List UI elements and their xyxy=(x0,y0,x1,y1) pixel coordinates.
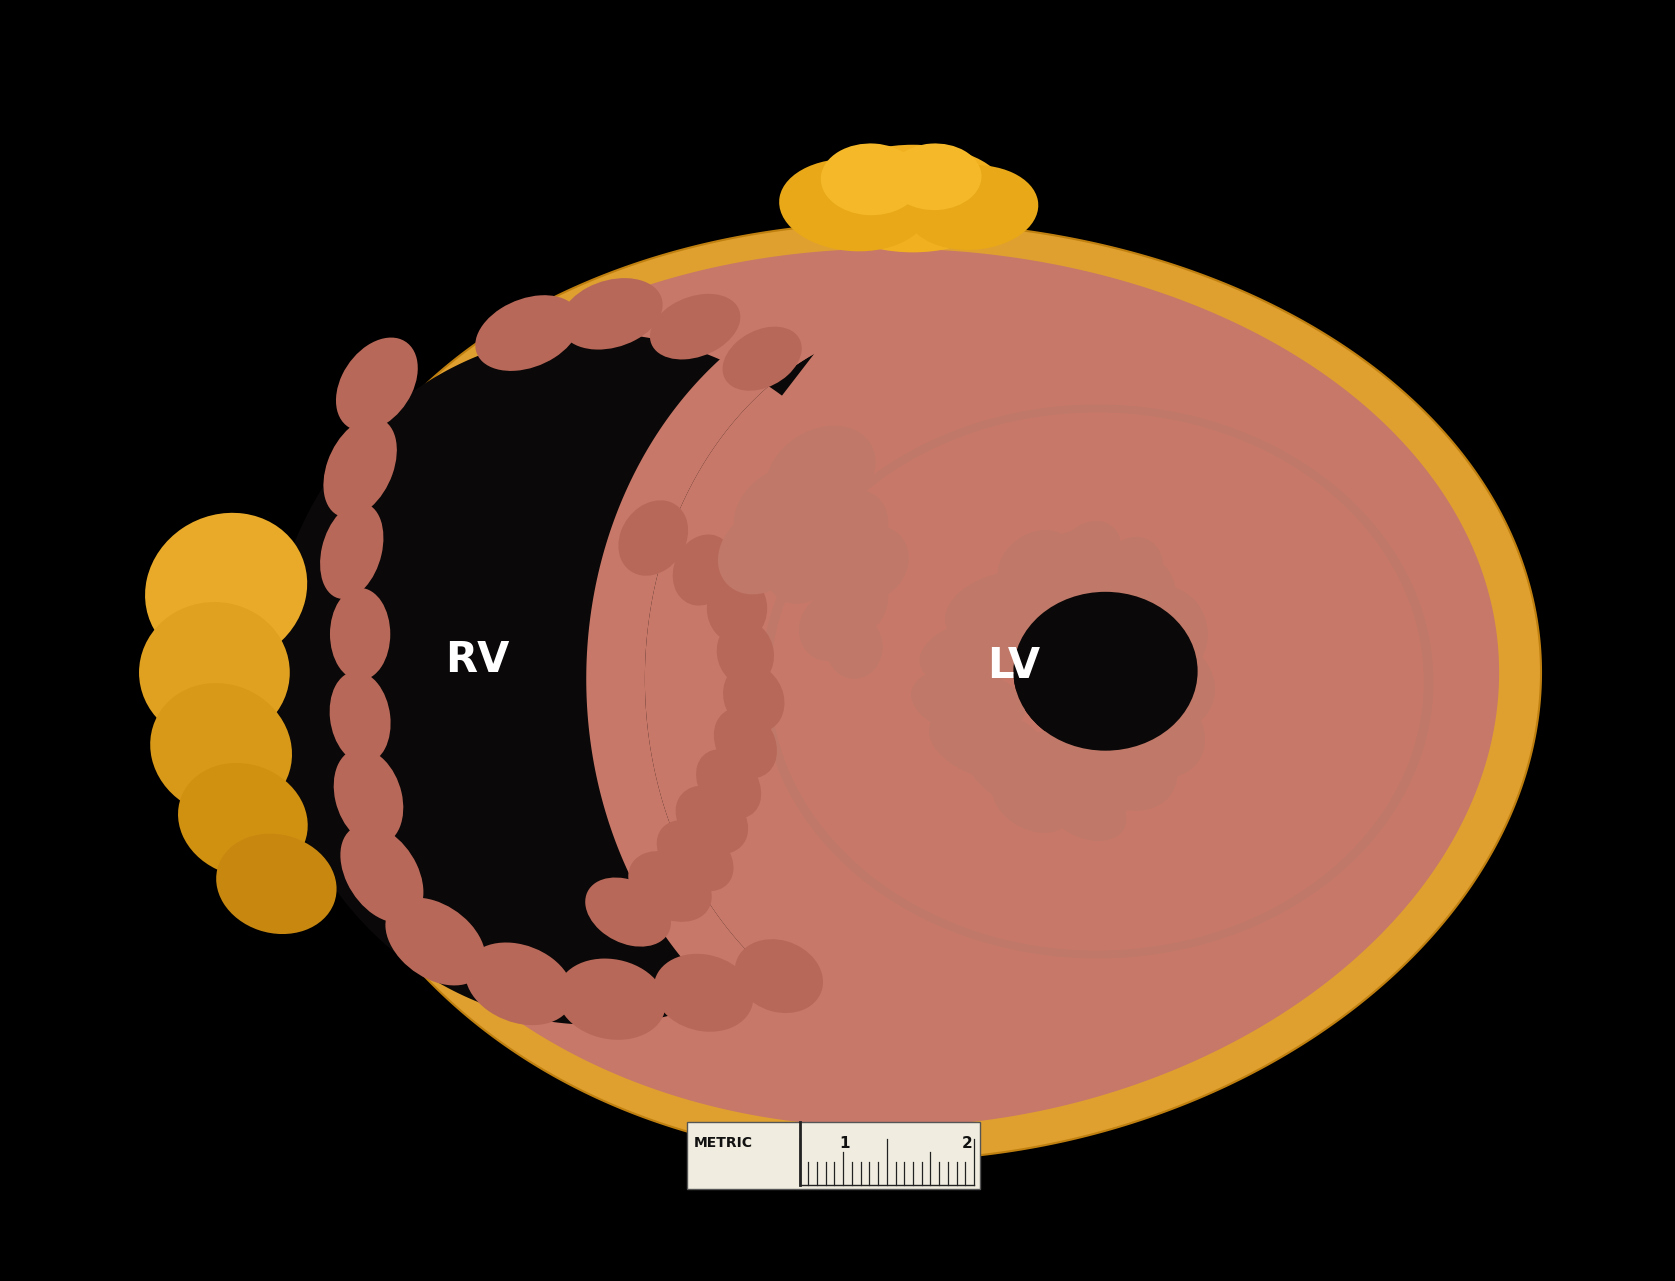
Ellipse shape xyxy=(1121,639,1214,731)
Ellipse shape xyxy=(1045,779,1126,840)
Ellipse shape xyxy=(1102,537,1162,603)
Ellipse shape xyxy=(714,708,777,778)
Ellipse shape xyxy=(722,327,802,391)
Ellipse shape xyxy=(139,602,290,743)
Ellipse shape xyxy=(821,143,921,215)
Ellipse shape xyxy=(930,706,1047,780)
Ellipse shape xyxy=(770,412,1424,951)
Ellipse shape xyxy=(657,820,734,892)
Ellipse shape xyxy=(832,525,910,602)
Ellipse shape xyxy=(945,571,1059,646)
Ellipse shape xyxy=(673,534,734,606)
Ellipse shape xyxy=(1013,592,1198,751)
Ellipse shape xyxy=(151,683,291,816)
Ellipse shape xyxy=(323,418,397,518)
Ellipse shape xyxy=(992,769,1072,833)
Ellipse shape xyxy=(765,425,876,523)
Ellipse shape xyxy=(911,669,1025,735)
Ellipse shape xyxy=(330,588,390,680)
Ellipse shape xyxy=(178,763,308,876)
Ellipse shape xyxy=(1114,585,1208,683)
Ellipse shape xyxy=(911,669,1025,735)
Ellipse shape xyxy=(799,594,859,661)
Ellipse shape xyxy=(804,489,888,574)
Ellipse shape xyxy=(320,502,384,600)
Ellipse shape xyxy=(816,145,1010,252)
Ellipse shape xyxy=(216,834,337,934)
Ellipse shape xyxy=(675,785,749,854)
Ellipse shape xyxy=(1107,683,1204,778)
Ellipse shape xyxy=(340,825,424,922)
Text: LV: LV xyxy=(987,646,1040,687)
Ellipse shape xyxy=(735,939,822,1013)
Ellipse shape xyxy=(337,338,417,430)
Ellipse shape xyxy=(697,749,760,819)
Ellipse shape xyxy=(1013,730,1131,828)
Ellipse shape xyxy=(998,530,1072,597)
Ellipse shape xyxy=(1067,714,1178,811)
Text: 2: 2 xyxy=(961,1136,971,1150)
Ellipse shape xyxy=(920,620,1033,687)
Ellipse shape xyxy=(888,143,982,210)
Ellipse shape xyxy=(1102,537,1162,603)
Ellipse shape xyxy=(559,278,663,350)
Ellipse shape xyxy=(724,664,784,733)
Ellipse shape xyxy=(650,293,740,360)
Ellipse shape xyxy=(146,512,307,666)
Ellipse shape xyxy=(905,165,1038,250)
Ellipse shape xyxy=(330,671,390,763)
Polygon shape xyxy=(586,296,817,1031)
Ellipse shape xyxy=(779,159,930,251)
Ellipse shape xyxy=(1075,551,1176,653)
Ellipse shape xyxy=(821,566,888,638)
Ellipse shape xyxy=(734,466,834,559)
Ellipse shape xyxy=(1107,683,1204,778)
Ellipse shape xyxy=(585,877,672,947)
Ellipse shape xyxy=(558,958,665,1040)
Ellipse shape xyxy=(653,954,754,1031)
Ellipse shape xyxy=(618,501,688,575)
Ellipse shape xyxy=(466,943,573,1025)
Polygon shape xyxy=(268,333,814,1025)
Ellipse shape xyxy=(765,524,843,603)
FancyBboxPatch shape xyxy=(687,1122,980,1189)
Ellipse shape xyxy=(1121,639,1214,731)
Ellipse shape xyxy=(1075,551,1176,653)
Ellipse shape xyxy=(998,530,1072,597)
Ellipse shape xyxy=(628,851,712,922)
Text: 1: 1 xyxy=(839,1136,849,1150)
Ellipse shape xyxy=(1067,714,1178,811)
Ellipse shape xyxy=(719,507,806,594)
Ellipse shape xyxy=(770,412,1424,951)
Ellipse shape xyxy=(965,726,1085,811)
Ellipse shape xyxy=(945,571,1059,646)
Ellipse shape xyxy=(1057,521,1121,585)
Ellipse shape xyxy=(965,726,1085,811)
Ellipse shape xyxy=(476,295,580,371)
Ellipse shape xyxy=(717,620,774,687)
Polygon shape xyxy=(296,222,1541,1161)
Ellipse shape xyxy=(760,405,1434,958)
Ellipse shape xyxy=(826,615,883,679)
Ellipse shape xyxy=(1045,779,1126,840)
Ellipse shape xyxy=(1017,530,1127,635)
Polygon shape xyxy=(317,249,1499,1127)
Ellipse shape xyxy=(1013,592,1198,751)
Text: METRIC: METRIC xyxy=(693,1136,752,1150)
Ellipse shape xyxy=(1017,530,1127,635)
Ellipse shape xyxy=(1013,730,1131,828)
Ellipse shape xyxy=(333,748,404,845)
Ellipse shape xyxy=(1057,521,1121,585)
Text: RV: RV xyxy=(446,639,509,680)
Ellipse shape xyxy=(707,574,767,643)
Ellipse shape xyxy=(920,620,1033,687)
Ellipse shape xyxy=(992,769,1072,833)
Ellipse shape xyxy=(1114,585,1208,683)
Ellipse shape xyxy=(385,898,486,985)
Ellipse shape xyxy=(930,706,1047,780)
